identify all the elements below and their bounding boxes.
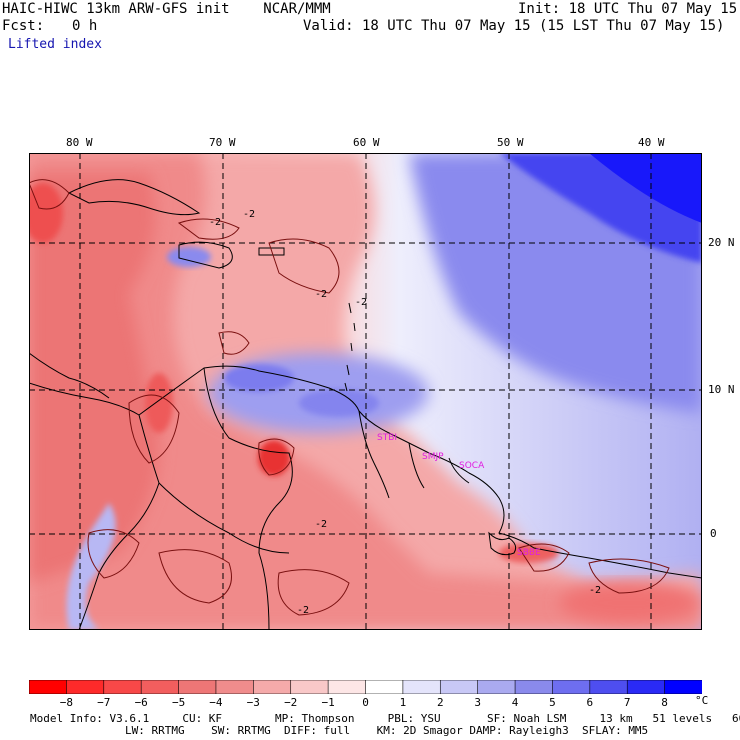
field-shading [29,153,702,630]
colorbar [29,680,702,694]
colorbar-tick-label: −8 [59,696,74,709]
contour-label: -2 [315,289,327,300]
map-frame [29,153,702,630]
lon-label-70w: 70 W [209,136,236,149]
lifted-index-map: -2 -2 -2 -2 -2 -2 -2 STBI SMJP SOCA SBBE [29,153,702,630]
colorbar-swatch [365,680,404,694]
colorbar-swatch [552,680,591,694]
model-title: HAIC-HIWC 13km ARW-GFS init NCAR/MMM [2,1,331,17]
colorbar-tick-label: 5 [549,696,556,709]
colorbar-tick-label: 3 [474,696,481,709]
colorbar-unit: °C [695,694,709,707]
colorbar-tick-label: −6 [134,696,148,709]
colorbar-swatch [589,680,629,694]
contour-label: -2 [355,297,367,308]
colorbar-swatch [327,680,367,694]
colorbar-swatch [439,680,479,694]
colorbar-tick-label: 1 [399,696,407,709]
station-soca: SOCA [459,461,485,471]
colorbar-swatch [66,680,105,694]
lat-label-20n: 20 N [708,236,735,249]
contour-label: -2 [243,209,255,220]
colorbar-tick-label: −7 [97,696,111,709]
latlon-grid [29,153,702,630]
station-sbbe: SBBE [517,548,541,558]
station-smjp: SMJP [422,452,444,462]
colorbar-tick-label: 6 [586,696,594,709]
contour-label: -2 [297,605,309,616]
field-name: Lifted index [8,37,102,52]
colorbar-tick-label: 0 [362,696,369,709]
colorbar-swatch [402,680,442,694]
lat-label-10n: 10 N [708,383,735,396]
contours-minus-2 [29,179,670,616]
colorbar-swatch [178,680,217,694]
colorbar-tick-label: 7 [623,696,631,709]
colorbar-swatch [253,680,292,694]
colorbar-swatch [103,680,142,694]
colorbar-tick-label: 2 [436,696,444,709]
forecast-hour: 0 h [72,18,98,34]
colorbar-tick-label: −2 [284,696,298,709]
lon-label-80w: 80 W [66,136,93,149]
coastlines [29,179,702,630]
colorbar-swatch [29,680,68,694]
colorbar-swatch [514,680,554,694]
valid-time: Valid: 18 UTC Thu 07 May 15 (15 LST Thu … [303,18,725,34]
colorbar-tick-label: −4 [209,696,223,709]
station-labels: STBI SMJP SOCA SBBE [377,433,541,558]
contour-label: -2 [315,519,327,530]
lat-label-0: 0 [710,527,717,540]
colorbar-swatch [664,680,702,694]
model-info-line-1: Model Info: V3.6.1 CU: KF MP: Thompson P… [30,712,740,725]
colorbar-tick-label: 8 [661,696,668,709]
contour-labels: -2 -2 -2 -2 -2 -2 -2 [209,209,601,616]
forecast-label: Fcst: [2,18,45,34]
colorbar-swatch [140,680,180,694]
init-time: Init: 18 UTC Thu 07 May 15 [518,1,738,17]
station-stbi: STBI [377,433,397,443]
colorbar-tick-label: 4 [511,696,519,709]
colorbar-tick-label: −1 [321,696,335,709]
lon-label-40w: 40 W [638,136,665,149]
contour-label: -2 [209,217,221,228]
colorbar-swatch [290,680,329,694]
contour-label: -2 [589,585,601,596]
colorbar-tick-label: −3 [246,696,260,709]
lon-label-60w: 60 W [353,136,380,149]
colorbar-swatch [215,680,255,694]
colorbar-swatch [626,680,666,694]
model-info-line-2: LW: RRTMG SW: RRTMG DIFF: full KM: 2D Sm… [125,724,649,737]
lon-label-50w: 50 W [497,136,524,149]
colorbar-swatch [477,680,516,694]
colorbar-tick-label: −5 [171,696,186,709]
